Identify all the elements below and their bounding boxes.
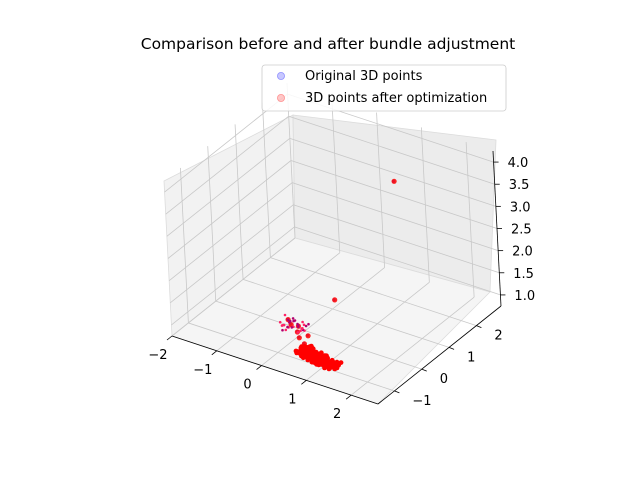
gridline-y-floor — [242, 278, 450, 348]
tick-mark-x — [345, 394, 352, 400]
point-optimized — [283, 313, 287, 317]
y-tick-label: 0 — [440, 372, 448, 387]
y-tick-label: −1 — [412, 394, 431, 409]
z-tick-label: 4.0 — [508, 156, 529, 171]
tick-mark-x — [166, 335, 173, 341]
tick-mark-y — [448, 347, 455, 350]
y-tick-label: 2 — [494, 329, 502, 344]
z-tick-label: 2.5 — [511, 223, 532, 238]
legend-marker-original — [276, 72, 285, 81]
gridline-y-floor — [188, 322, 395, 392]
point-optimized — [301, 320, 304, 324]
plot-3d: −2 −1 0 1 2 −1 0 1 2 1.0 1.5 2.0 2.5 3.0 3.5 4.0 — [148, 82, 535, 422]
point-optimized — [302, 323, 306, 327]
gridline-x-floor — [171, 237, 296, 337]
point-optimized — [286, 318, 290, 322]
gridline-z-right — [292, 182, 499, 252]
legend-marker-optimized — [276, 94, 285, 103]
point-optimized — [299, 329, 302, 333]
point-optimized — [296, 335, 302, 341]
gridline-x-floor — [350, 296, 475, 396]
point-optimized — [291, 317, 295, 320]
gridline-z-left — [170, 204, 294, 304]
data-points — [278, 178, 397, 372]
legend-label-original: Original 3D points — [305, 69, 423, 84]
gridline-z-right — [294, 226, 501, 296]
gridline-x-floor — [216, 252, 341, 352]
x-tick-label: 1 — [288, 392, 296, 407]
point-optimized — [325, 355, 330, 361]
point-optimized — [304, 324, 308, 328]
point-optimized — [322, 360, 328, 366]
gridline-z-right — [290, 160, 498, 229]
point-optimized — [292, 319, 295, 323]
y-tick-label: 1 — [467, 350, 475, 365]
gridline-z-left — [167, 160, 292, 259]
y-axis-line — [377, 305, 502, 405]
point-optimized — [281, 328, 284, 332]
point-optimized — [296, 331, 300, 334]
axes — [166, 150, 506, 405]
point-optimized — [322, 365, 327, 371]
point-optimized — [278, 320, 282, 324]
point-optimized — [307, 322, 310, 326]
gridline-z-left — [166, 138, 291, 237]
point-optimized — [296, 325, 300, 329]
legend: Original 3D points 3D points after optim… — [261, 64, 507, 112]
point-optimized — [282, 323, 286, 327]
tick-mark-y — [394, 390, 400, 394]
z-tick-label: 3.0 — [510, 200, 531, 215]
point-optimized — [305, 333, 311, 339]
x-tick-label: −2 — [148, 348, 167, 363]
gridline-z-right — [288, 115, 495, 185]
gridline-y-floor — [270, 257, 477, 326]
point-optimized — [338, 360, 344, 365]
z-tick-label: 2.0 — [512, 245, 533, 260]
point-optimized — [334, 365, 340, 371]
chart-title: Comparison before and after bundle adjus… — [141, 35, 515, 53]
z-axis-line — [492, 150, 502, 307]
point-optimized — [284, 328, 288, 332]
tick-mark-x — [301, 380, 307, 385]
tick-mark-y — [476, 325, 482, 328]
point-optimized — [391, 178, 397, 184]
point-optimized — [310, 353, 316, 359]
gridline-z-right — [289, 137, 496, 207]
tick-labels: −2 −1 0 1 2 −1 0 1 2 1.0 1.5 2.0 2.5 3.0 3.5 4.0 — [148, 156, 535, 422]
legend-box — [261, 64, 507, 112]
z-tick-label: 3.5 — [509, 178, 530, 193]
point-optimized — [290, 326, 294, 329]
point-optimized — [301, 327, 304, 330]
point-optimized — [302, 344, 308, 349]
x-tick-label: 2 — [333, 407, 341, 422]
z-tick-label: 1.5 — [513, 267, 534, 282]
point-optimized — [316, 362, 321, 368]
gridline-x-floor — [261, 267, 385, 366]
tick-mark-x — [256, 365, 262, 370]
point-optimized — [329, 357, 335, 363]
point-optimized — [301, 352, 307, 358]
point-optimized — [294, 350, 300, 356]
tick-mark-y — [421, 368, 427, 372]
x-axis-line — [171, 335, 379, 405]
x-tick-label: 0 — [243, 378, 251, 393]
point-optimized — [332, 297, 338, 303]
tick-mark-x — [211, 350, 218, 356]
x-tick-label: −1 — [193, 363, 212, 378]
point-optimized — [280, 324, 284, 327]
point-optimized — [313, 359, 318, 365]
gridline-z-left — [171, 226, 295, 326]
point-optimized — [308, 343, 314, 349]
gridline-y-floor — [215, 300, 422, 370]
z-tick-label: 1.0 — [514, 289, 535, 304]
gridline-z-left — [165, 115, 289, 215]
legend-label-optimized: 3D points after optimization — [305, 91, 487, 106]
point-optimized — [320, 354, 326, 359]
gridline-z-right — [293, 204, 500, 274]
point-optimized — [288, 321, 291, 324]
point-optimized — [306, 356, 312, 362]
gridline-z-left — [168, 182, 293, 281]
point-optimized — [286, 325, 289, 329]
